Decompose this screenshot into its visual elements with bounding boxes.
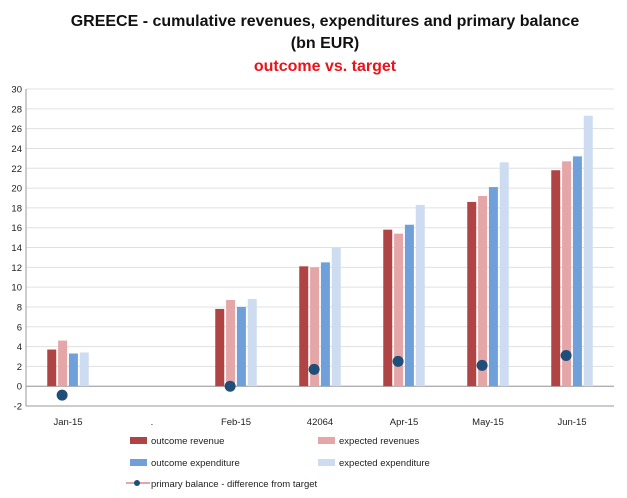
x-tick-label: 42064 (307, 417, 333, 428)
y-tick-label: 16 (11, 223, 22, 234)
bar-outcome-revenue-jan-15 (47, 349, 57, 387)
legend-swatch-expected-expenditure (318, 459, 335, 466)
bar-outcome-expenditure-apr-15 (404, 224, 414, 387)
x-tick-label: Apr-15 (390, 417, 419, 428)
bar-expected-expenditure-apr-15 (415, 204, 425, 387)
y-tick-label: 12 (11, 263, 22, 274)
bar-expected-revenues-jan-15 (58, 340, 68, 387)
point-primary-balance-42064 (308, 363, 320, 375)
bar-outcome-expenditure-jun-15 (572, 156, 582, 387)
y-tick-label: 24 (11, 144, 22, 155)
bar-expected-expenditure-may-15 (499, 162, 509, 387)
legend-swatch-outcome-revenue (130, 437, 147, 444)
chart-title-unit: (bn EUR) (291, 35, 359, 52)
legend-label-expected-expenditure: expected expenditure (339, 458, 430, 469)
legend-label-expected-revenues: expected revenues (339, 436, 420, 447)
bar-expected-expenditure-jan-15 (79, 352, 89, 387)
bar-outcome-revenue-apr-15 (383, 229, 393, 387)
legend-label-outcome-expenditure: outcome expenditure (151, 458, 240, 469)
bar-outcome-revenue-42064 (299, 266, 309, 387)
bar-expected-revenues-may-15 (478, 195, 488, 387)
point-primary-balance-apr-15 (392, 355, 404, 367)
bar-expected-expenditure-feb-15 (247, 299, 257, 387)
legend-label-outcome-revenue: outcome revenue (151, 436, 224, 447)
y-tick-label: 26 (11, 124, 22, 135)
point-primary-balance-may-15 (476, 359, 488, 371)
y-tick-label: 8 (17, 302, 22, 313)
bar-expected-revenues-jun-15 (562, 161, 572, 387)
chart-title: GREECE - cumulative revenues, expenditur… (71, 13, 580, 30)
point-primary-balance-jan-15 (56, 389, 68, 401)
x-tick-label: Feb-15 (221, 417, 251, 428)
bar-expected-expenditure-42064 (331, 247, 341, 387)
bar-expected-revenues-feb-15 (226, 300, 236, 387)
bar-expected-expenditure-jun-15 (583, 115, 593, 387)
legend-marker-primary-balance (134, 480, 140, 486)
y-tick-label: 20 (11, 184, 22, 195)
legend: outcome revenue expected revenues outcom… (126, 436, 430, 490)
x-tick-label: Jun-15 (557, 417, 586, 428)
bar-outcome-revenue-feb-15 (215, 308, 225, 387)
point-primary-balance-jun-15 (560, 349, 572, 361)
y-tick-label: 22 (11, 164, 22, 175)
y-tick-label: 6 (17, 322, 22, 333)
y-tick-label: 28 (11, 104, 22, 115)
bar-outcome-expenditure-may-15 (488, 187, 498, 387)
y-tick-label: 0 (17, 382, 22, 393)
bar-expected-revenues-42064 (310, 267, 320, 387)
point-primary-balance-feb-15 (224, 380, 236, 392)
legend-label-primary-balance: primary balance - difference from target (151, 479, 318, 490)
bar-outcome-expenditure-jan-15 (68, 353, 78, 387)
bar-outcome-revenue-jun-15 (551, 170, 561, 387)
bar-outcome-expenditure-feb-15 (236, 306, 246, 387)
bar-outcome-expenditure-42064 (320, 262, 330, 387)
y-tick-label: 2 (17, 362, 22, 373)
legend-swatch-expected-revenues (318, 437, 335, 444)
y-tick-label: -2 (14, 402, 22, 413)
legend-swatch-outcome-expenditure (130, 459, 147, 466)
y-tick-label: 14 (11, 243, 22, 254)
y-tick-label: 10 (11, 283, 22, 294)
x-tick-label: . (151, 417, 154, 428)
y-tick-label: 4 (17, 342, 22, 353)
bar-outcome-revenue-may-15 (467, 201, 477, 387)
bar-expected-revenues-apr-15 (394, 233, 404, 387)
chart-subtitle: outcome vs. target (254, 58, 397, 75)
x-tick-label: May-15 (472, 417, 504, 428)
y-tick-label: 30 (11, 85, 22, 96)
y-tick-label: 18 (11, 203, 22, 214)
x-tick-label: Jan-15 (53, 417, 82, 428)
